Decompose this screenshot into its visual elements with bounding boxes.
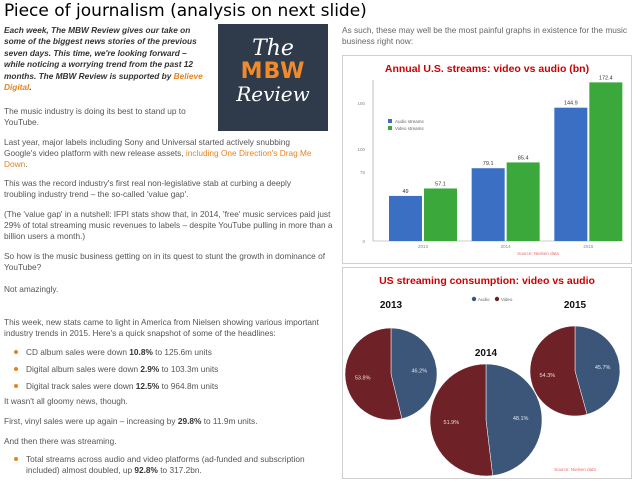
bar-value-label: 85.4: [518, 155, 529, 161]
bullet-dot: [14, 384, 18, 389]
legend-label-video: Video: [501, 297, 513, 302]
y-tick-label: 0: [362, 239, 365, 244]
x-tick-label: 2015: [583, 244, 594, 249]
streaming-bullet: Total streams across audio and video pla…: [4, 454, 334, 482]
headline-bullets: CD album sales were down 10.8% to 125.6m…: [4, 347, 334, 399]
logo-line3: Review: [236, 82, 310, 106]
paragraph-9-end: to 11.9m units.: [201, 416, 258, 426]
pie-label-audio: 45.7%: [595, 365, 611, 371]
pie-charts: US streaming consumption: video vs audio…: [344, 275, 621, 477]
bar-value-label: 49: [402, 189, 408, 195]
pie-slice-audio-2013: [390, 327, 438, 419]
bar-value-label: 57.1: [435, 181, 446, 187]
pie-label-audio: 46.2%: [412, 369, 428, 375]
paragraph-7: This week, new stats came to light in Am…: [4, 317, 319, 339]
chart-source: Source: Nielsen data: [517, 251, 559, 256]
paragraph-5: So how is the music business getting on …: [4, 251, 325, 273]
x-tick-label: 2014: [501, 244, 512, 249]
paragraph-1: The music industry is doing its best to …: [4, 106, 186, 128]
legend-swatch-audio: [471, 296, 477, 302]
bullet-text: Digital track sales were down: [26, 381, 136, 392]
paragraph-4: (The 'value gap' in a nutshell: IFPI sta…: [4, 209, 333, 242]
bullet-text: to 964.8m units: [159, 381, 219, 392]
mbw-review-logo: The MBW Review: [218, 24, 328, 131]
bar-value-label: 144.9: [564, 101, 578, 107]
bullet-text: Total streams across audio and video pla…: [26, 454, 305, 476]
bullet-text: to 317.2bn.: [157, 465, 202, 476]
bar-value-label: 172.4: [599, 75, 613, 81]
paragraph-3: This was the record industry's first rea…: [4, 178, 292, 200]
logo-line2: MBW: [240, 59, 306, 84]
bullet-value: 10.8%: [129, 347, 153, 357]
chart-title: Annual U.S. streams: video vs audio (bn): [385, 63, 589, 75]
bullet-value: 12.5%: [135, 381, 160, 392]
bullet-cd: CD album sales were down 10.8% to 125.6m…: [4, 347, 334, 358]
believe-digital-link[interactable]: Believe Digital: [4, 70, 203, 93]
pie-label-video: 53.8%: [355, 375, 371, 381]
y-tick-label: 100: [357, 147, 365, 152]
bar-audio-2014: [471, 168, 505, 241]
paragraph-8: It wasn't all gloomy news, though.: [4, 396, 128, 406]
pie-label-video: 54.3%: [540, 373, 556, 379]
paragraph-10: And then there was streaming.: [4, 436, 117, 446]
pie-slice-audio-2014: [485, 363, 543, 476]
bullet-text: Digital album sales were down: [26, 364, 141, 375]
pie-year-label: 2013: [380, 300, 403, 311]
y-tick-label: 75: [360, 170, 366, 175]
bullet-digital-album: Digital album sales were down 2.9% to 10…: [4, 364, 334, 375]
paragraph-9-value: 29.8%: [177, 416, 202, 426]
pie-chart-panel: US streaming consumption: video vs audio…: [342, 267, 632, 479]
paragraph-9: First, vinyl sales were up again – incre…: [4, 416, 334, 427]
bullet-dot: [14, 367, 18, 372]
bullet-value: 2.9%: [140, 364, 160, 375]
bullet-text: CD album sales were down: [26, 347, 130, 357]
paragraph-2: Last year, major labels including Sony a…: [4, 137, 320, 171]
pie-year-label: 2015: [564, 300, 587, 311]
bar-video-2015: [589, 82, 623, 241]
pie-label-audio: 48.1%: [513, 416, 529, 422]
legend-label-audio: Audio streams: [395, 119, 425, 124]
bullet-value: 92.8%: [134, 465, 158, 476]
bar-chart-panel: Annual U.S. streams: video vs audio (bn)…: [342, 55, 632, 264]
bar-audio-2015: [554, 107, 588, 241]
paragraph-2-text: Last year, major labels including Sony a…: [4, 137, 290, 159]
paragraph-9-text: First, vinyl sales were up again – incre…: [4, 416, 178, 426]
chart-source: Source: Nielsen data: [554, 467, 596, 472]
logo-line1: The: [252, 36, 294, 61]
bar-video-2013: [424, 188, 457, 241]
bullet-digital-track: Digital track sales were down 12.5% to 9…: [4, 381, 334, 392]
intro-body: Each week, The MBW Review gives our take…: [4, 25, 197, 81]
pie-slice-video-2013: [344, 327, 403, 421]
bullet-text: to 125.6m units: [152, 347, 212, 357]
legend-label-video: Video streams: [395, 126, 424, 131]
bar-audio-2013: [389, 195, 422, 241]
bullet-dot: [14, 457, 18, 461]
bullet-text: to 103.3m units: [159, 364, 219, 375]
legend-swatch-video: [388, 126, 392, 130]
paragraph-6: Not amazingly.: [4, 284, 59, 294]
pie-slice-video-2015: [529, 325, 588, 417]
drag-me-down-link[interactable]: including One Direction's Drag Me Down: [4, 148, 312, 170]
pie-year-label: 2014: [475, 348, 498, 359]
bar-value-label: 79.1: [483, 161, 494, 167]
intro-end: .: [29, 82, 32, 93]
bar-chart: Annual U.S. streams: video vs audio (bn)…: [357, 63, 623, 256]
pie-label-video: 51.9%: [444, 420, 460, 426]
pie-slice-audio-2015: [574, 325, 621, 415]
chart-title: US streaming consumption: video vs audio: [379, 275, 595, 287]
legend-swatch-video: [494, 296, 500, 302]
bar-video-2014: [506, 162, 540, 241]
intro-text: Each week, The MBW Review gives our take…: [4, 25, 209, 93]
legend-swatch-audio: [388, 119, 392, 123]
slide-title: Piece of journalism (analysis on next sl…: [4, 1, 367, 21]
y-tick-label: 150: [357, 101, 365, 106]
bullet-dot: [14, 350, 18, 354]
bullet-streams: Total streams across audio and video pla…: [4, 454, 334, 476]
paragraph-2-end: .: [25, 159, 28, 170]
charts-intro-text: As such, these may well be the most pain…: [342, 25, 627, 46]
x-tick-label: 2013: [418, 244, 429, 249]
legend-label-audio: Audio: [478, 297, 490, 302]
pie-slice-video-2014: [429, 363, 493, 477]
